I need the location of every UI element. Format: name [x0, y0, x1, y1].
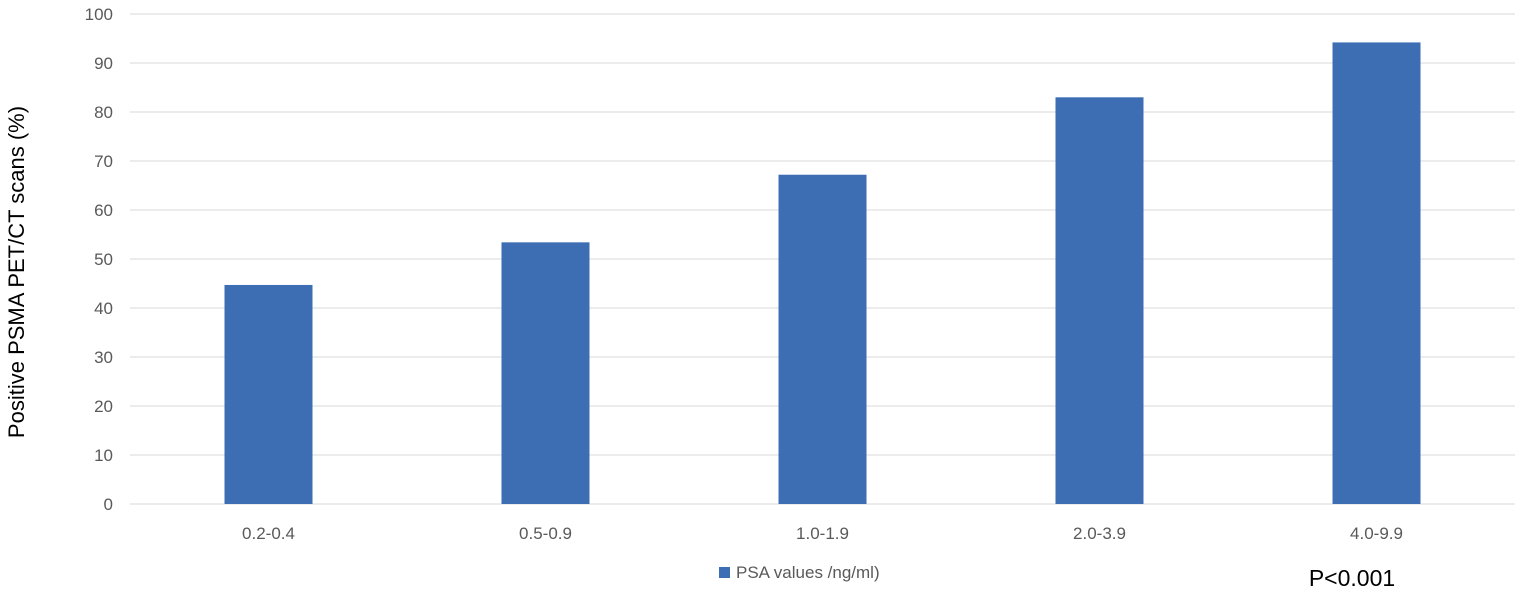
bar: [1055, 97, 1144, 505]
y-axis-title: Positive PSMA PET/CT scans (%): [4, 106, 29, 438]
y-tick-labels: 0 10 20 30 40 50 60 70 80 90 100: [85, 5, 113, 514]
legend: PSA values /ng/ml): [719, 563, 880, 582]
y-tick-label: 0: [104, 495, 113, 514]
y-tick-label: 40: [94, 299, 113, 318]
x-tick-label: 0.2-0.4: [242, 524, 295, 543]
y-tick-label: 30: [94, 348, 113, 367]
x-tick-label: 0.5-0.9: [519, 524, 572, 543]
legend-swatch: [719, 567, 730, 578]
bar: [778, 174, 867, 504]
x-tick-label: 4.0-9.9: [1350, 524, 1403, 543]
y-tick-label: 90: [94, 54, 113, 73]
bars: [224, 42, 1421, 505]
bar: [224, 284, 313, 504]
x-tick-label: 2.0-3.9: [1073, 524, 1126, 543]
x-tick-label: 1.0-1.9: [796, 524, 849, 543]
y-tick-label: 20: [94, 397, 113, 416]
y-tick-label: 70: [94, 152, 113, 171]
x-tick-labels: 0.2-0.4 0.5-0.9 1.0-1.9 2.0-3.9 4.0-9.9: [242, 524, 1403, 543]
legend-label: PSA values /ng/ml): [736, 563, 880, 582]
y-tick-label: 10: [94, 446, 113, 465]
y-tick-label: 60: [94, 201, 113, 220]
y-tick-label: 50: [94, 250, 113, 269]
p-value-annotation: P<0.001: [1309, 565, 1395, 591]
bar: [501, 242, 590, 504]
bar: [1332, 42, 1421, 505]
y-tick-label: 80: [94, 103, 113, 122]
y-tick-label: 100: [85, 5, 113, 24]
